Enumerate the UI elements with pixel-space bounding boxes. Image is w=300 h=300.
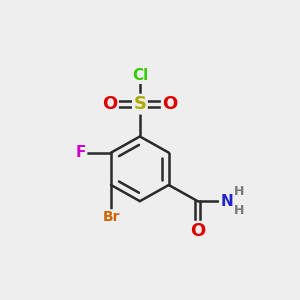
Text: Cl: Cl bbox=[132, 68, 148, 83]
Text: Br: Br bbox=[102, 210, 120, 224]
Text: H: H bbox=[234, 185, 244, 198]
Text: N: N bbox=[220, 194, 233, 209]
Text: H: H bbox=[234, 204, 244, 217]
Text: O: O bbox=[190, 222, 205, 240]
Text: O: O bbox=[162, 95, 178, 113]
Text: O: O bbox=[102, 95, 118, 113]
Text: S: S bbox=[134, 95, 146, 113]
Text: F: F bbox=[76, 145, 86, 160]
